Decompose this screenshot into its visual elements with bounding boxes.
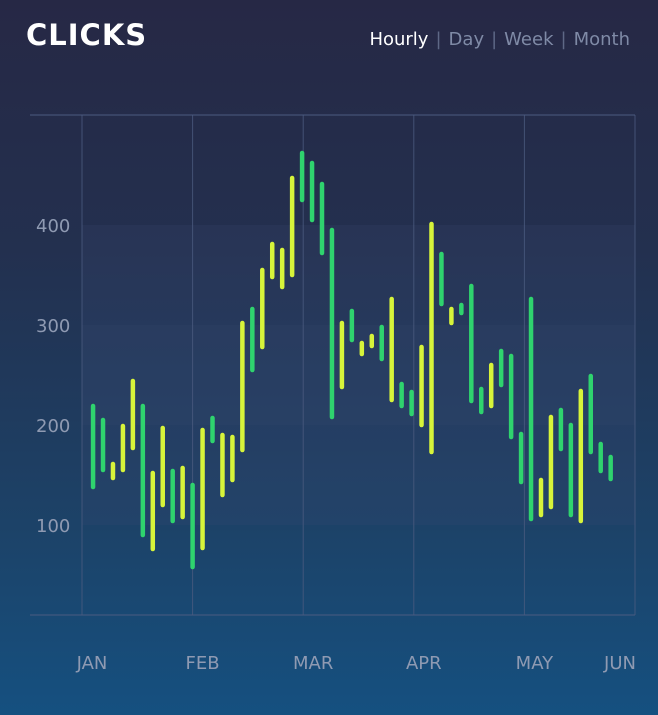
grid-lines xyxy=(30,114,636,616)
y-tick-label: 100 xyxy=(36,516,70,537)
range-separator: | xyxy=(435,29,442,50)
value-band xyxy=(82,325,635,425)
x-tick-label: APR xyxy=(406,653,442,674)
y-tick-label: 300 xyxy=(36,316,70,337)
x-tick-label: MAY xyxy=(516,653,554,674)
range-option-day[interactable]: Day xyxy=(448,29,485,50)
x-tick-label: MAR xyxy=(293,653,333,674)
x-axis-ticks: JAN FEB MAR APR MAY JUN xyxy=(76,653,636,674)
x-tick-label: JUN xyxy=(603,653,636,674)
x-tick-label: JAN xyxy=(76,653,108,674)
range-option-month[interactable]: Month xyxy=(573,29,630,50)
y-axis-ticks: 100 200 300 400 xyxy=(36,216,70,537)
time-range-selector: Hourly | Day | Week | Month xyxy=(369,29,630,50)
y-tick-label: 200 xyxy=(36,416,70,437)
x-tick-label: FEB xyxy=(186,653,220,674)
range-separator: | xyxy=(560,29,567,50)
bar-series xyxy=(90,150,613,570)
y-tick-label: 400 xyxy=(36,216,70,237)
chart-title: CLICKS xyxy=(26,18,148,52)
range-separator: | xyxy=(491,29,498,50)
range-option-hourly[interactable]: Hourly xyxy=(369,29,429,50)
range-option-week[interactable]: Week xyxy=(504,29,554,50)
value-band xyxy=(82,225,635,325)
